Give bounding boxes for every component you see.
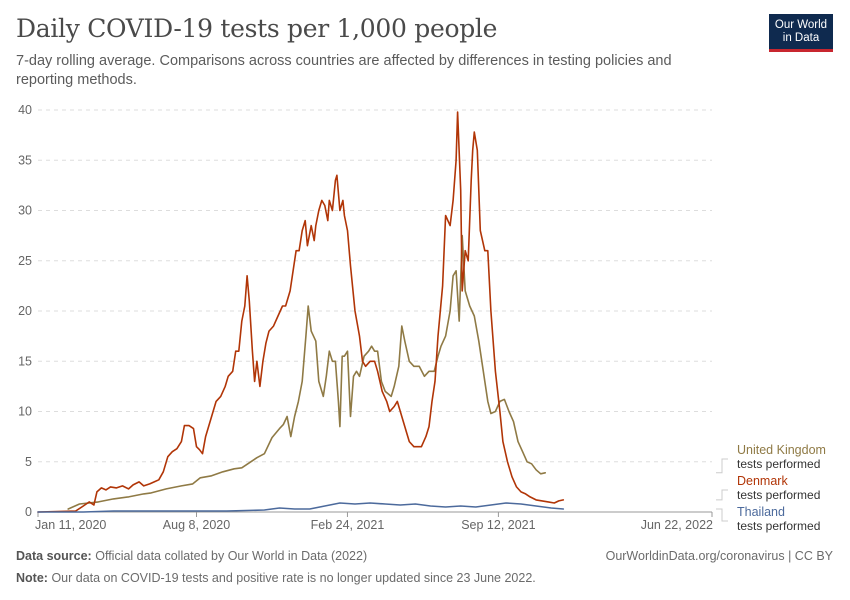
y-tick-label: 10 [18, 405, 32, 419]
y-tick-label: 30 [18, 204, 32, 218]
attribution-link[interactable]: OurWorldinData.org/coronavirus | CC BY [605, 549, 833, 563]
y-tick-label: 40 [18, 103, 32, 117]
logo-line-2: in Data [782, 32, 820, 44]
x-tick-label: Aug 8, 2020 [163, 518, 230, 532]
legend-connector [716, 508, 728, 522]
legend-sublabel: tests performed [737, 457, 820, 471]
y-tick-label: 35 [18, 153, 32, 167]
series-line-united-kingdom[interactable] [67, 234, 546, 510]
legend-sublabel: tests performed [737, 519, 820, 533]
y-tick-label: 20 [18, 304, 32, 318]
x-tick-label: Jan 11, 2020 [35, 518, 106, 532]
logo-line-1: Our World [774, 19, 828, 31]
note-text: Our data on COVID-19 tests and positive … [51, 571, 536, 585]
legend-label-thailand[interactable]: Thailand [737, 505, 785, 519]
chart-title: Daily COVID-19 tests per 1,000 people [16, 14, 498, 43]
y-tick-label: 0 [25, 505, 32, 519]
data-source-label: Data source: [16, 549, 92, 563]
legend-label-united-kingdom[interactable]: United Kingdom [737, 443, 826, 457]
chart-subtitle: 7-day rolling average. Comparisons acros… [16, 53, 672, 88]
legend-connector [716, 458, 728, 474]
data-source-text: Official data collated by Our World in D… [95, 549, 368, 563]
note: Note: Our data on COVID-19 tests and pos… [16, 571, 536, 585]
note-label: Note: [16, 571, 48, 585]
series-lines [37, 111, 565, 513]
legend-sublabel: tests performed [737, 488, 820, 502]
y-axis-ticks: 0 5 10 15 20 25 30 35 40 [18, 103, 32, 519]
legend-label-denmark[interactable]: Denmark [737, 474, 788, 488]
series-line-thailand[interactable] [37, 502, 565, 513]
x-tick-label: Jun 22, 2022 [641, 518, 713, 532]
y-tick-label: 15 [18, 354, 32, 368]
y-tick-label: 5 [25, 455, 32, 469]
x-tick-label: Sep 12, 2021 [461, 518, 535, 532]
x-tick-label: Feb 24, 2021 [311, 518, 385, 532]
series-line-denmark[interactable] [37, 111, 565, 513]
owid-logo[interactable]: Our World in Data [769, 14, 833, 52]
legend-connector [716, 489, 728, 501]
data-source: Data source: Official data collated by O… [16, 549, 367, 563]
x-axis-ticks: Jan 11, 2020 Aug 8, 2020 Feb 24, 2021 Sep 1… [35, 512, 713, 532]
grid-lines [38, 109, 712, 513]
y-tick-label: 25 [18, 254, 32, 268]
